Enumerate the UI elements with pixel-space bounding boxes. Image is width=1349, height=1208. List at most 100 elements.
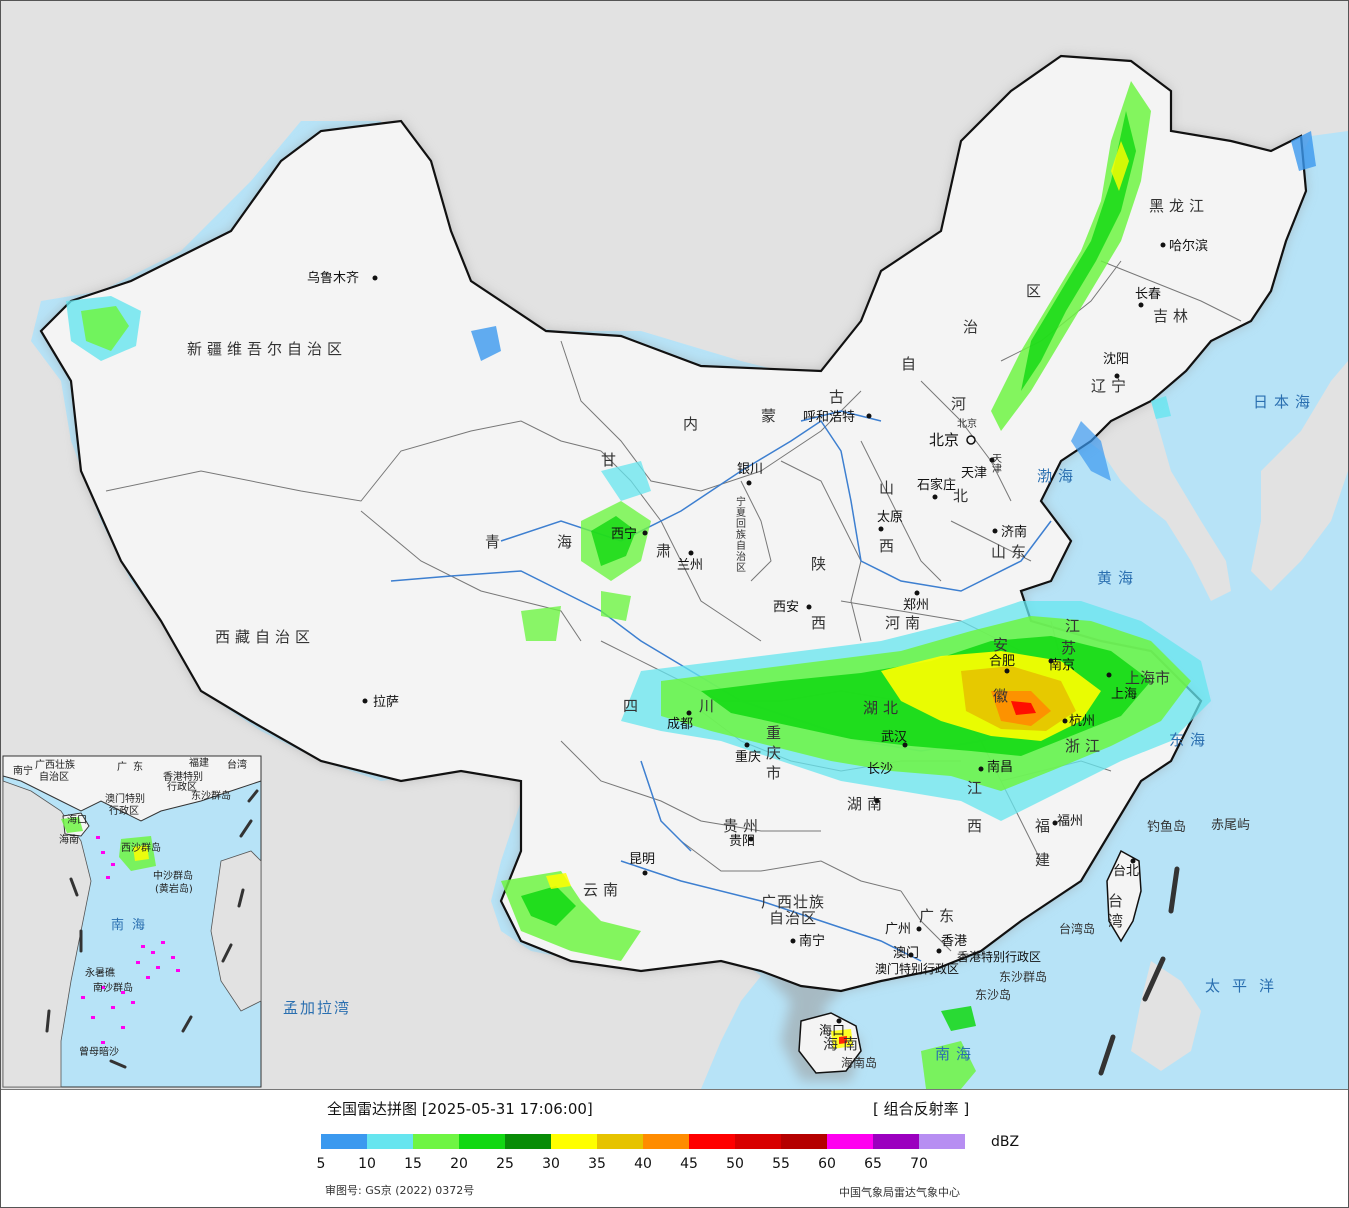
sea-label-east: 东海 — [1169, 731, 1211, 749]
city-label-xining: 西宁 — [611, 526, 637, 542]
city-label-hangzhou: 杭州 — [1069, 714, 1095, 729]
legend-title: 全国雷达拼图 [2025-05-31 17:06:00] — [327, 1100, 593, 1118]
province-label-shaanxi-1: 陕 — [811, 555, 831, 573]
legend-swatch-25 — [505, 1134, 551, 1149]
city-label-zhengzhou: 郑州 — [903, 598, 929, 613]
province-label-nmg-2: 蒙 — [761, 407, 781, 425]
inset-label-fj: 福建 — [189, 756, 209, 769]
legend-swatch-20 — [459, 1134, 505, 1149]
inset-label-mo2: 行政区 — [109, 804, 139, 817]
province-label-hebei-2: 北 — [953, 487, 973, 505]
city-label-lhasa: 拉萨 — [373, 695, 399, 710]
city-markers — [362, 242, 1166, 1024]
province-label-xinjiang: 新疆维吾尔自治区 — [187, 340, 347, 358]
city-label-beijing: 北京 — [929, 431, 959, 449]
city-label-guangzhou: 广州 — [885, 922, 911, 937]
city-label-jinan: 济南 — [1001, 524, 1027, 540]
inset-label-ns: 南沙群岛 — [93, 981, 133, 994]
city-label-lanzhou: 兰州 — [677, 558, 703, 573]
legend-tick-label: 5 — [316, 1156, 326, 1172]
island-label-taiwan: 台湾岛 — [1059, 921, 1095, 936]
legend-swatch-35 — [597, 1134, 643, 1149]
city-label-yinchuan: 银川 — [737, 462, 763, 477]
province-label-anhui-1: 安 — [993, 636, 1013, 654]
sea-label-south: 南海 — [935, 1045, 977, 1063]
legend-product: [ 组合反射率 ] — [873, 1100, 970, 1118]
sea-label-yellow: 黄海 — [1097, 569, 1139, 587]
legend-swatch-5 — [321, 1134, 367, 1149]
legend-swatch-50 — [735, 1134, 781, 1149]
legend-swatch-60 — [827, 1134, 873, 1149]
city-label-shanghai: 上海 — [1111, 687, 1137, 702]
legend-tick-label: 55 — [772, 1156, 790, 1172]
city-label-chengdu: 成都 — [667, 717, 693, 732]
inset-label-nanning: 南宁 — [13, 764, 33, 777]
province-label-anhui-2: 徽 — [993, 687, 1013, 705]
legend-swatch-70 — [919, 1134, 965, 1149]
island-label-hainan: 海南岛 — [841, 1055, 877, 1070]
echo-south-sea — [831, 1006, 976, 1089]
legend-tick-label: 45 — [680, 1156, 698, 1172]
city-label-taiyuan: 太原 — [877, 510, 903, 525]
legend-swatch-30 — [551, 1134, 597, 1149]
province-label-jiangxi-2: 西 — [967, 817, 987, 835]
inset-label-yx: 永暑礁 — [85, 966, 115, 979]
map-approval-number: 审图号: GS京 (2022) 0372号 — [325, 1184, 475, 1197]
province-label-shanghai: 上海市 — [1125, 669, 1170, 687]
legend-tick-label: 25 — [496, 1156, 514, 1172]
city-label-taipei: 台北 — [1113, 864, 1139, 879]
inset-label-zs: 中沙群岛 — [153, 869, 193, 882]
province-label-shaanxi-2: 西 — [811, 614, 831, 632]
legend-unit: dBZ — [991, 1134, 1020, 1150]
province-labels: 新疆维吾尔自治区 西藏自治区 青 海 甘 肃 内 蒙 古 自 治 区 黑龙江 吉… — [187, 197, 1204, 1053]
city-label-kunming: 昆明 — [629, 852, 655, 867]
city-label-hohhot: 呼和浩特 — [803, 410, 855, 425]
sea-label-japan: 日本海 — [1253, 393, 1316, 411]
province-label-hainan: 海南 — [823, 1035, 863, 1053]
south-china-sea-inset: 广西壮族 自治区 广东 福建 台湾 香港特别 行政区 澳门特别 行政区 东沙群岛… — [2, 755, 262, 1088]
province-label-shanxi-2: 西 — [879, 537, 899, 555]
province-label-beijing: 北京 — [957, 417, 977, 430]
province-label-hunan: 湖南 — [847, 795, 887, 813]
city-labels: 乌鲁木齐 拉萨 西宁 兰州 银川 呼和浩特 哈尔滨 长春 沈阳 北京 天津 石家… — [307, 238, 1208, 1039]
province-label-jiangsu-2: 苏 — [1061, 639, 1081, 657]
echo-east-coast — [1151, 131, 1316, 419]
inset-label-gx: 广西壮族 — [35, 758, 75, 771]
legend-tick-label: 35 — [588, 1156, 606, 1172]
province-label-zhejiang: 浙江 — [1065, 737, 1105, 755]
province-label-jiangsu-1: 江 — [1065, 617, 1085, 635]
province-label-guangdong: 广东 — [919, 907, 959, 925]
inset-label-ds: 东沙群岛 — [191, 789, 231, 802]
inset-label-hk: 香港特别 — [163, 771, 203, 783]
city-label-shijiazhuang: 石家庄 — [917, 477, 956, 493]
province-label-gansu-1: 甘 — [601, 451, 621, 469]
legend-swatch-45 — [689, 1134, 735, 1149]
nine-dash-line — [1098, 866, 1180, 1076]
city-label-fuzhou: 福州 — [1057, 814, 1083, 829]
province-label-nmg-3: 古 — [829, 388, 849, 406]
city-label-chongqing: 重庆 — [735, 749, 761, 765]
legend-swatch-10 — [367, 1134, 413, 1149]
province-label-ningxia: 宁夏回族自治区 — [734, 495, 746, 573]
province-label-nmg-6: 区 — [1026, 282, 1046, 300]
hainan-island — [798, 1012, 862, 1074]
province-label-mo: 澳门特别行政区 — [875, 961, 959, 976]
legend-swatch-40 — [643, 1134, 689, 1149]
province-label-tianjin: 天津 — [990, 453, 1002, 474]
island-label-chiwei: 赤尾屿 — [1211, 818, 1250, 833]
city-label-haikou: 海口 — [819, 1024, 845, 1039]
province-label-nmg-1: 内 — [683, 415, 703, 433]
province-label-gansu-2: 肃 — [656, 542, 676, 560]
province-label-hubei: 湖北 — [863, 699, 903, 717]
province-label-fujian-2: 建 — [1035, 851, 1055, 869]
legend-tick-label: 70 — [910, 1156, 928, 1172]
city-label-nanjing: 南京 — [1049, 657, 1075, 673]
city-label-nanchang: 南昌 — [987, 759, 1013, 775]
province-label-shandong: 山东 — [991, 543, 1031, 561]
echo-qinghai — [521, 461, 651, 641]
city-label-nanning: 南宁 — [799, 933, 825, 949]
legend-swatch-65 — [873, 1134, 919, 1149]
inset-label-haikou: 海口 — [67, 813, 87, 826]
legend-swatch-55 — [781, 1134, 827, 1149]
legend-tick-label: 20 — [450, 1156, 468, 1172]
